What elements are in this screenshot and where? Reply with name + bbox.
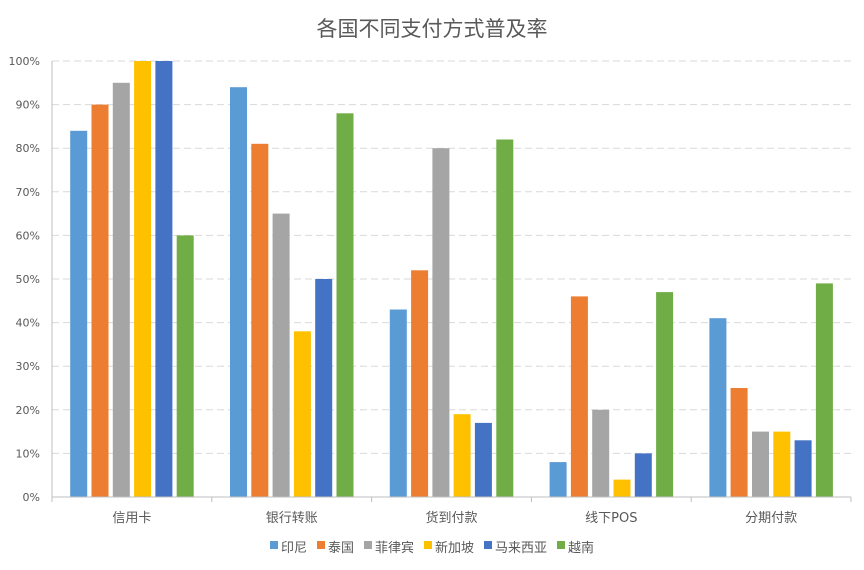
y-tick-label: 90% <box>16 99 40 112</box>
bar-越南-银行转账 <box>336 113 354 498</box>
bar-泰国-分期付款 <box>730 388 748 497</box>
legend-swatch-菲律宾 <box>364 541 372 549</box>
y-tick-label: 80% <box>16 142 40 155</box>
y-tick-label: 70% <box>16 186 40 199</box>
bar-新加坡-货到付款 <box>453 414 471 497</box>
x-tick-label: 分期付款 <box>745 511 797 526</box>
x-tick-label: 货到付款 <box>425 510 477 526</box>
bar-菲律宾-线下POS <box>592 409 610 497</box>
bar-马来西亚-分期付款 <box>794 440 812 497</box>
bar-泰国-线下POS <box>570 296 588 497</box>
y-tick-label: 10% <box>16 447 40 460</box>
x-tick-label: 银行转账 <box>266 511 318 526</box>
bars <box>70 61 833 498</box>
legend-swatch-新加坡 <box>424 541 432 549</box>
bar-泰国-信用卡 <box>91 104 109 497</box>
y-tick-label: 50% <box>16 273 40 286</box>
legend-label: 越南 <box>568 540 594 556</box>
legend-swatch-马来西亚 <box>484 541 492 549</box>
bar-菲律宾-货到付款 <box>432 148 450 497</box>
legend-label: 菲律宾 <box>375 540 414 556</box>
bar-马来西亚-银行转账 <box>315 279 333 497</box>
bar-新加坡-信用卡 <box>134 61 152 497</box>
bar-马来西亚-信用卡 <box>155 61 173 497</box>
chart-title: 各国不同支付方式普及率 <box>317 17 548 41</box>
x-axis: 信用卡 银行转账 货到付款 线下POS 分期付款 <box>51 496 852 526</box>
legend-label: 新加坡 <box>435 540 474 556</box>
bar-菲律宾-银行转账 <box>272 213 290 497</box>
y-tick-label: 0% <box>23 491 40 504</box>
bar-马来西亚-货到付款 <box>474 422 492 497</box>
legend-label: 马来西亚 <box>495 541 547 556</box>
y-tick-label: 30% <box>16 360 40 373</box>
y-tick-label: 40% <box>16 317 40 330</box>
bar-菲律宾-信用卡 <box>112 82 130 498</box>
legend-label: 泰国 <box>328 541 354 556</box>
legend: 印尼 泰国 菲律宾 新加坡 马来西亚 越南 <box>270 540 594 556</box>
legend-swatch-印尼 <box>270 541 278 549</box>
legend-label: 印尼 <box>281 541 307 556</box>
legend-swatch-越南 <box>557 541 565 549</box>
bar-印尼-分期付款 <box>709 318 727 497</box>
bar-新加坡-分期付款 <box>773 431 791 497</box>
bar-印尼-线下POS <box>549 462 567 497</box>
bar-印尼-银行转账 <box>230 87 247 497</box>
bar-新加坡-银行转账 <box>293 331 311 497</box>
legend-swatch-泰国 <box>317 541 325 549</box>
bar-菲律宾-分期付款 <box>752 431 769 497</box>
bar-泰国-货到付款 <box>411 270 429 497</box>
y-tick-label: 100% <box>9 55 40 68</box>
y-tick-label: 60% <box>16 229 40 242</box>
bar-越南-分期付款 <box>815 283 833 497</box>
y-tick-label: 20% <box>16 404 40 417</box>
bar-越南-线下POS <box>656 292 674 497</box>
y-axis: 0% 10% 20% 30% 40% 50% 60% 70% 80% 90% 100% <box>9 55 53 504</box>
bar-印尼-信用卡 <box>70 130 88 498</box>
bar-新加坡-线下POS <box>613 479 631 497</box>
bar-越南-货到付款 <box>496 139 514 497</box>
bar-印尼-货到付款 <box>389 309 407 497</box>
x-tick-label: 信用卡 <box>112 511 151 526</box>
bar-泰国-银行转账 <box>251 143 269 498</box>
bar-马来西亚-线下POS <box>634 453 652 497</box>
bar-越南-信用卡 <box>176 235 194 497</box>
x-tick-label: 线下POS <box>585 511 637 526</box>
